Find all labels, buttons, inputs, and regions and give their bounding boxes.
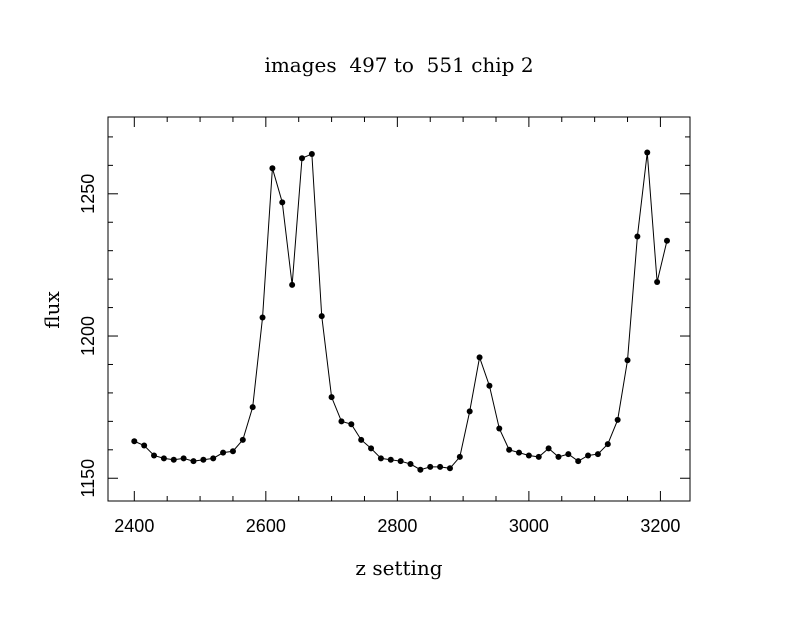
- data-point: [239, 436, 246, 443]
- data-point: [279, 199, 286, 206]
- data-point: [348, 421, 355, 428]
- data-point: [506, 446, 513, 453]
- data-point: [299, 155, 305, 162]
- x-axis-label: z setting: [355, 556, 442, 580]
- y-tick-label: 1150: [78, 459, 98, 498]
- y-axis-label: flux: [40, 291, 64, 329]
- data-point: [358, 436, 365, 443]
- data-point: [644, 149, 651, 156]
- data-point: [634, 233, 641, 240]
- data-point: [624, 357, 631, 364]
- data-point: [614, 416, 621, 423]
- data-point: [437, 463, 444, 470]
- data-point: [151, 452, 158, 459]
- data-point: [466, 408, 473, 415]
- data-point: [456, 453, 463, 460]
- data-point: [417, 466, 424, 473]
- data-point: [141, 442, 148, 449]
- data-point: [190, 458, 197, 465]
- data-point: [585, 452, 592, 459]
- data-point: [387, 456, 394, 463]
- data-point: [486, 382, 493, 389]
- data-point: [575, 458, 582, 465]
- data-point: [220, 449, 227, 456]
- data-point: [594, 451, 601, 458]
- data-point: [289, 281, 296, 288]
- data-point: [446, 465, 453, 472]
- data-point: [160, 455, 167, 462]
- data-point: [565, 451, 572, 458]
- axis-tick-labels: 2400 2600 2800 3000 3200 1150 1200 1250: [78, 174, 680, 536]
- data-point: [249, 404, 256, 411]
- plot-frame: [107, 116, 691, 502]
- x-tick-label: 3200: [640, 516, 680, 536]
- data-point: [663, 237, 670, 244]
- data-point: [407, 461, 414, 468]
- data-point: [654, 278, 661, 285]
- data-point: [210, 455, 217, 462]
- data-point: [259, 314, 266, 321]
- data-point: [131, 438, 138, 445]
- data-point: [338, 418, 345, 425]
- x-tick-label: 2800: [377, 516, 417, 536]
- x-tick-label: 3000: [509, 516, 549, 536]
- data-point: [229, 448, 236, 455]
- y-tick-label: 1200: [78, 316, 98, 356]
- data-point: [308, 150, 315, 157]
- data-point: [180, 455, 187, 462]
- chart-title: images 497 to 551 chip 2: [264, 53, 533, 77]
- data-point: [516, 449, 523, 456]
- data-point: [368, 445, 375, 452]
- data-point: [170, 456, 177, 463]
- y-tick-label: 1250: [78, 174, 98, 214]
- series-line: [134, 152, 668, 471]
- series-layer: [131, 149, 670, 473]
- data-point: [377, 455, 384, 462]
- data-point: [318, 313, 325, 320]
- data-point: [269, 165, 276, 172]
- axis-ticks: [108, 117, 690, 501]
- data-point: [427, 463, 434, 470]
- data-point: [555, 453, 562, 460]
- data-point: [545, 445, 552, 452]
- plot-axes: [107, 116, 691, 502]
- data-point: [328, 394, 335, 401]
- data-point: [604, 441, 611, 448]
- data-point: [496, 425, 503, 432]
- x-tick-label: 2600: [246, 516, 286, 536]
- data-point: [476, 354, 483, 361]
- data-point: [397, 458, 404, 465]
- data-point: [200, 456, 207, 463]
- data-point: [535, 453, 542, 460]
- data-point: [525, 452, 532, 459]
- x-tick-label: 2400: [114, 516, 154, 536]
